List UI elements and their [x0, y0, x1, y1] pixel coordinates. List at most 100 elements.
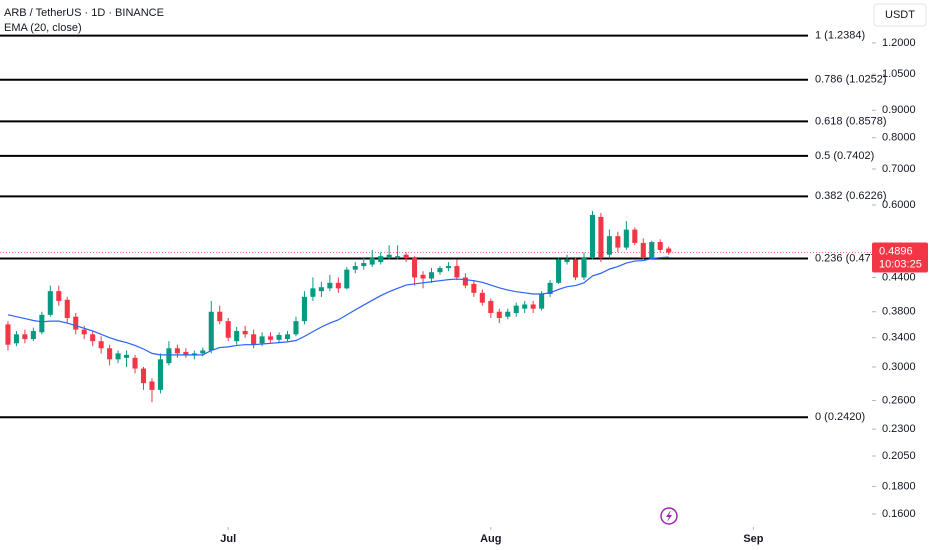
candle-body — [615, 236, 621, 248]
candle-body — [505, 311, 511, 317]
y-tick-label: 0.2600 — [882, 394, 916, 406]
candle-body — [242, 330, 248, 335]
y-tick-label: 0.8000 — [882, 132, 916, 144]
candle-body — [606, 236, 612, 255]
last-price-box — [872, 242, 928, 273]
currency-label[interactable]: USDT — [885, 9, 915, 21]
y-tick-label: 0.1600 — [882, 508, 916, 520]
candle-body — [403, 254, 409, 259]
last-price-label: 0.4896 — [879, 245, 913, 257]
countdown-label: 10:03:25 — [879, 258, 922, 270]
candle-body — [200, 350, 206, 354]
candle-body — [90, 334, 96, 342]
candle-body — [581, 257, 587, 278]
candle-body — [344, 269, 350, 289]
y-tick-label: 0.4400 — [882, 271, 916, 283]
candle-body — [395, 256, 401, 258]
candle-body — [124, 354, 130, 358]
candle-body — [428, 272, 435, 279]
y-tick-label: 0.9000 — [882, 104, 916, 116]
candle-body — [522, 304, 528, 309]
candle-body — [13, 334, 19, 344]
candle-body — [623, 229, 629, 248]
candle-body — [98, 341, 104, 349]
currency-box[interactable] — [873, 3, 927, 27]
candle-body — [479, 292, 485, 303]
candle-body — [217, 311, 223, 322]
fib-level-label: 0.5 (0.7402) — [815, 150, 874, 162]
y-tick-label: 1.2000 — [882, 37, 916, 49]
candle-body — [293, 321, 299, 335]
candle-body — [412, 258, 418, 278]
fib-level-label: 0.236 (0.4772) — [815, 252, 887, 264]
y-tick-label: 0.6000 — [882, 199, 916, 211]
fib-level-label: 0 (0.2420) — [815, 411, 865, 423]
plot-area: 1 (1.2384) 0.786 (1.0252) 0.618 (0.8578) 0.… — [0, 29, 887, 423]
ema-line — [7, 256, 669, 356]
candle-body — [268, 336, 274, 340]
candle-body — [30, 330, 36, 340]
candle-body — [640, 242, 646, 258]
chart-title: ARB / TetherUS · 1D · BINANCE — [4, 7, 164, 19]
candle-body — [208, 311, 214, 351]
candle-body — [496, 311, 502, 318]
candle-body — [657, 242, 663, 250]
candle-body — [589, 214, 595, 258]
fib-level-label: 0.618 (0.8578) — [815, 115, 887, 127]
x-tick-label: Sep — [743, 533, 763, 545]
candle-body — [386, 254, 392, 258]
candle-body — [64, 299, 70, 318]
candle-body — [454, 266, 460, 278]
candle-body — [547, 282, 553, 294]
replay-icon[interactable] — [660, 507, 678, 525]
x-tick-label: Aug — [480, 533, 501, 545]
candle-body — [39, 314, 45, 333]
candle-body — [352, 266, 358, 270]
candle-body — [598, 216, 604, 258]
candle-body — [284, 334, 291, 340]
candle-body — [174, 348, 180, 354]
fib-level-label: 0.786 (1.0252) — [815, 74, 887, 86]
candle-body — [318, 287, 324, 292]
y-tick-label: 0.3400 — [882, 332, 916, 344]
candle-body — [22, 334, 28, 340]
candle-body — [361, 263, 367, 267]
candle-body — [513, 305, 519, 313]
candle-body — [81, 329, 87, 335]
candle-body — [564, 259, 570, 263]
candle-body — [166, 348, 172, 364]
y-tick-label: 0.1800 — [882, 480, 916, 492]
candle-body — [251, 334, 257, 345]
candle-body — [115, 353, 121, 360]
candle-body — [649, 242, 655, 258]
y-tick-label: 0.3000 — [882, 361, 916, 373]
y-tick-label: 0.2050 — [882, 450, 916, 462]
candle-body — [157, 359, 163, 390]
candle-body — [445, 266, 451, 269]
candle-body — [378, 256, 384, 263]
candle-body — [437, 268, 443, 273]
y-tick-label: 0.2300 — [882, 423, 916, 435]
candle-body — [140, 368, 147, 384]
fib-level-label: 0.382 (0.6226) — [815, 190, 887, 202]
candle-body — [107, 348, 113, 360]
candle-body — [234, 330, 240, 342]
indicator-name: EMA (20, close) — [4, 22, 82, 34]
candle-body — [225, 321, 231, 338]
candle-body — [530, 304, 536, 309]
candle-body — [149, 381, 155, 390]
candle-body — [276, 335, 282, 340]
candle-body — [301, 296, 307, 322]
fib-level-label: 1 (1.2384) — [815, 29, 865, 41]
x-tick-label: Jul — [220, 533, 236, 545]
candle-body — [183, 351, 189, 356]
y-tick-label: 0.7000 — [882, 163, 916, 175]
candle-body — [471, 283, 477, 293]
candle-body — [56, 291, 62, 301]
candle-body — [462, 277, 468, 286]
candle-body — [259, 336, 265, 344]
candle-body — [335, 282, 341, 289]
candle-body — [488, 300, 494, 313]
